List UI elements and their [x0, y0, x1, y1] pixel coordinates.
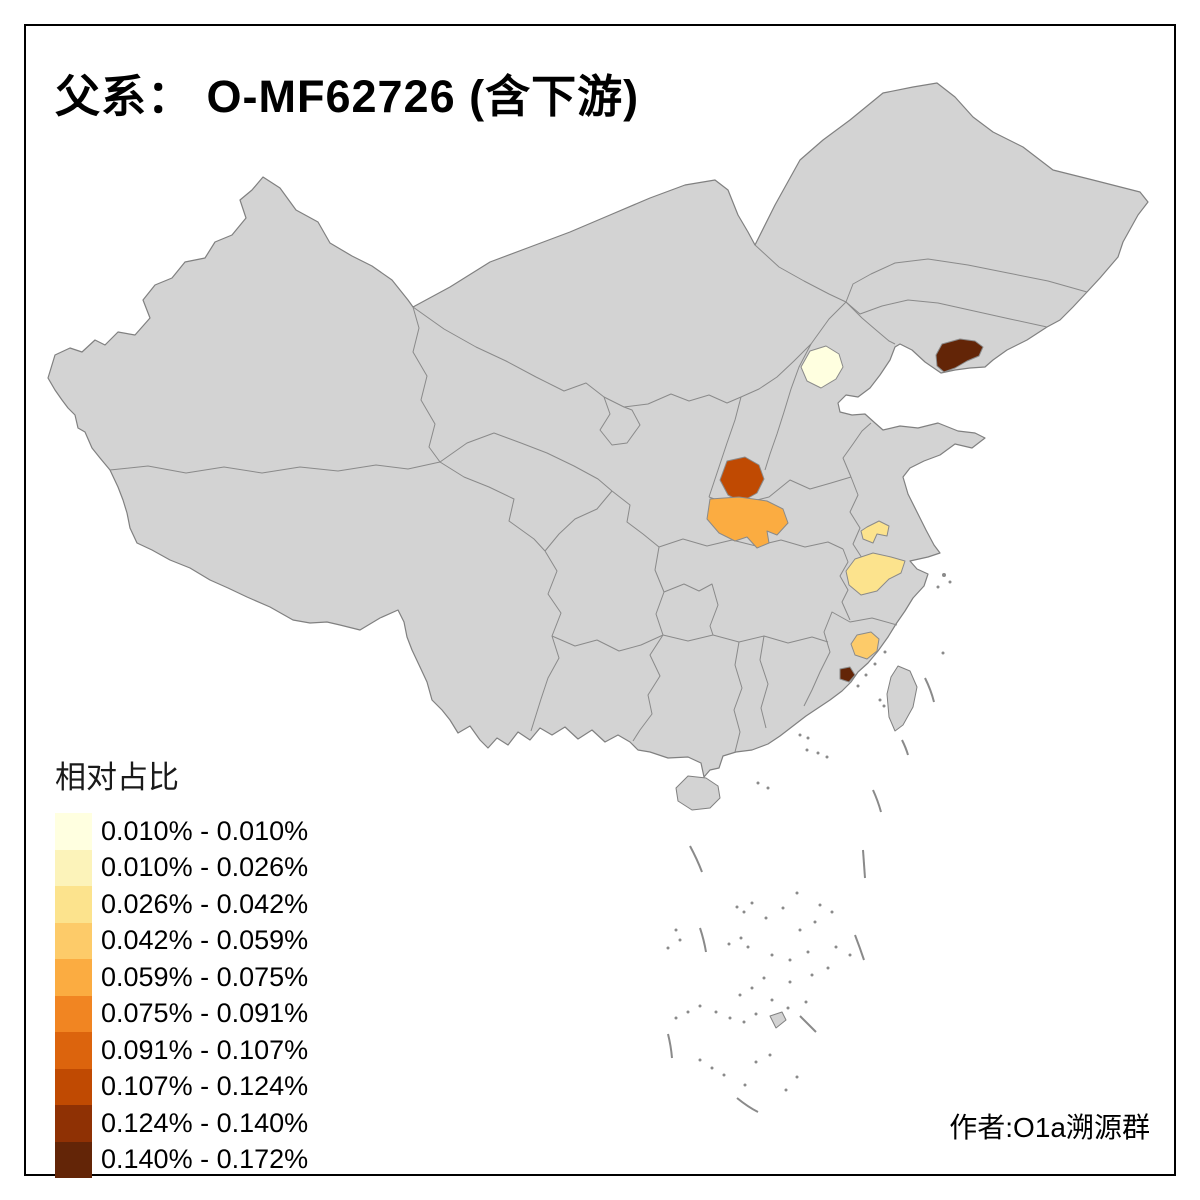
region-coastal-fujian — [850, 631, 880, 660]
legend-label: 0.010% - 0.026% — [101, 852, 309, 883]
legend-row: 0.075% - 0.091% — [55, 995, 309, 1032]
province-border — [845, 299, 1048, 328]
province-border — [754, 244, 847, 303]
legend-label: 0.010% - 0.010% — [101, 815, 309, 846]
legend-label: 0.075% - 0.091% — [101, 998, 309, 1029]
province-border — [845, 258, 1088, 303]
region-western-henan — [706, 496, 789, 549]
region-southern-jiangsu — [860, 520, 890, 544]
legend-swatch — [55, 995, 92, 1032]
taiwan-island — [886, 665, 918, 732]
legend-row: 0.059% - 0.075% — [55, 959, 308, 996]
legend-label: 0.107% - 0.124% — [101, 1071, 309, 1102]
province-border — [611, 490, 660, 548]
province-border — [663, 583, 719, 636]
province-border — [632, 634, 664, 742]
legend-row: 0.026% - 0.042% — [55, 886, 308, 923]
region-dalian-liaoning — [935, 338, 984, 373]
legend-label: 0.140% - 0.172% — [101, 1144, 309, 1175]
province-border — [803, 611, 898, 707]
legend-label: 0.124% - 0.140% — [101, 1107, 309, 1138]
province-border — [759, 635, 769, 729]
author-credit: 作者:O1a溯源群 — [949, 1112, 1150, 1143]
china-mainland — [47, 82, 1149, 778]
province-border — [845, 301, 896, 345]
legend: 相对占比 0.010% - 0.010% 0.010% - 0.026% 0.0… — [55, 752, 308, 1178]
province-border — [849, 476, 863, 559]
legend-row: 0.042% - 0.059% — [55, 922, 309, 959]
legend-row: 0.140% - 0.172% — [55, 1141, 309, 1178]
legend-swatch — [55, 849, 92, 886]
province-border — [842, 422, 872, 478]
province-border — [412, 301, 847, 408]
legend-label: 0.026% - 0.042% — [101, 888, 309, 919]
maritime-boundary-dashes — [667, 677, 935, 1113]
hainan-island — [675, 775, 721, 811]
legend-label: 0.042% - 0.059% — [101, 925, 309, 956]
province-border — [439, 432, 613, 492]
legend-row: 0.107% - 0.124% — [55, 1068, 309, 1105]
province-border — [544, 490, 613, 552]
province-border — [662, 634, 829, 644]
legend-swatch — [55, 922, 92, 959]
small-islet — [769, 1011, 787, 1029]
region-northern-zhejiang — [845, 552, 906, 596]
legend-row: 0.010% - 0.026% — [55, 849, 309, 886]
province-border — [839, 548, 851, 621]
legend-row: 0.010% - 0.010% — [55, 813, 308, 850]
province-border — [439, 461, 546, 552]
legend-title: 相对占比 — [55, 760, 179, 795]
legend-swatch — [55, 959, 92, 996]
legend-swatch — [55, 813, 92, 850]
legend-swatch — [55, 1141, 92, 1178]
legend-label: 0.059% - 0.075% — [101, 961, 309, 992]
province-border — [412, 306, 441, 463]
province-border — [708, 396, 742, 498]
province-border — [733, 641, 743, 753]
legend-row: 0.124% - 0.140% — [55, 1105, 308, 1142]
province-border — [764, 343, 812, 471]
legend-label: 0.091% - 0.107% — [101, 1034, 309, 1065]
south-china-sea-islands — [666, 651, 945, 1092]
province-border — [599, 396, 641, 446]
province-border — [109, 461, 441, 474]
map-title: 父系： O-MF62726 (含下游) — [55, 71, 640, 122]
region-xiamen-fujian — [839, 666, 856, 683]
region-southern-shanxi — [719, 456, 765, 503]
region-beijing — [800, 345, 844, 389]
coastal-islets — [798, 573, 952, 740]
legend-swatch — [55, 1032, 92, 1069]
legend-swatch — [55, 1068, 92, 1105]
province-border — [551, 634, 664, 652]
legend-swatch — [55, 886, 92, 923]
legend-swatch — [55, 1105, 92, 1142]
legend-row: 0.091% - 0.107% — [55, 1032, 308, 1069]
